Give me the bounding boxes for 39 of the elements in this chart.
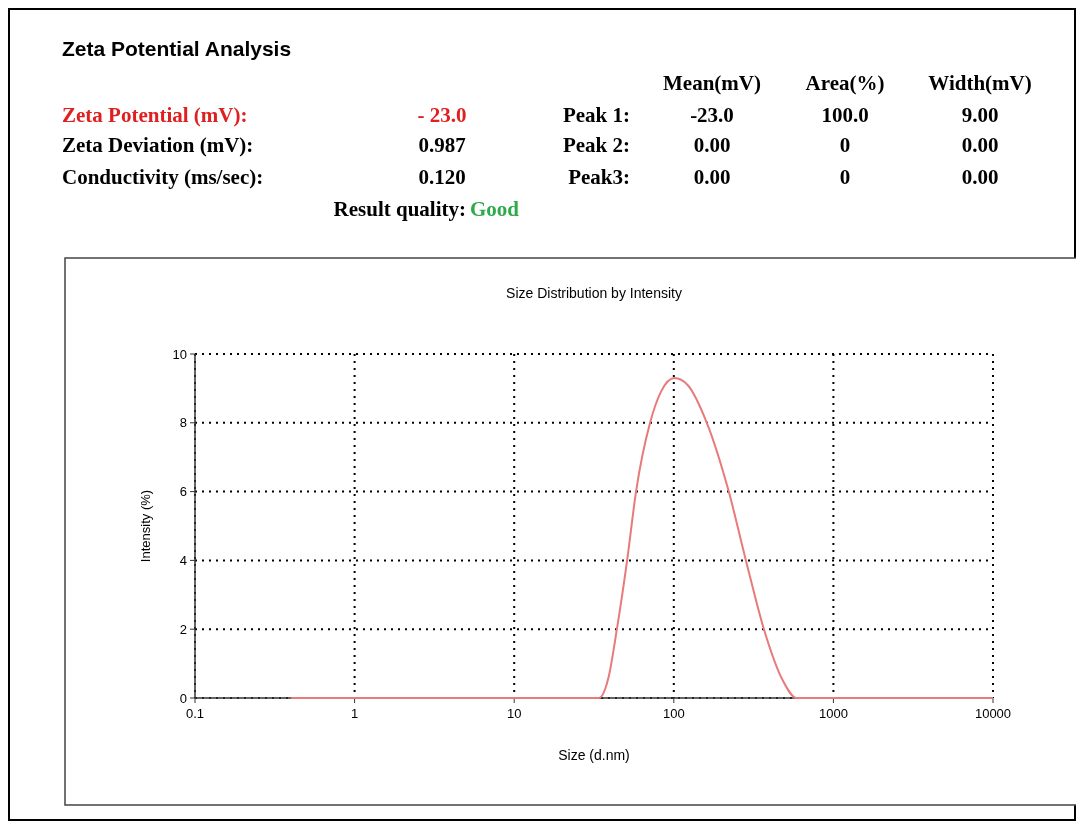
y-tick-label: 10: [172, 346, 187, 362]
text: Good: [470, 197, 520, 221]
text: Peak 2:: [562, 133, 630, 157]
x-tick-label: 10000: [974, 706, 1012, 721]
text: 0: [839, 133, 851, 157]
text: 0.00: [961, 165, 999, 189]
text: Zeta Deviation (mV):: [62, 133, 254, 157]
x-tick-label: 100: [662, 706, 685, 721]
text: Width(mV): [928, 71, 1032, 95]
x-tick-label: 1000: [818, 706, 848, 721]
text: 0.120: [418, 165, 466, 189]
text: 0: [839, 165, 851, 189]
y-tick-label: 8: [179, 415, 187, 431]
text: 9.00: [961, 103, 999, 127]
x-tick-label: 1: [350, 706, 359, 721]
text: 0.987: [418, 133, 466, 157]
y-tick-label: 2: [179, 621, 187, 637]
x-axis-title: Size (d.nm): [558, 747, 630, 763]
text: Area(%): [805, 71, 885, 95]
text: Zeta Potential Analysis: [62, 37, 292, 60]
x-tick-label: 10: [506, 706, 522, 721]
chart-title: Size Distribution by Intensity: [506, 285, 682, 301]
text: Mean(mV): [663, 71, 761, 95]
y-tick-label: 6: [179, 484, 187, 500]
y-tick-label: 4: [179, 552, 187, 568]
text: Peak3:: [568, 165, 630, 189]
y-axis-title: Intensity (%): [138, 489, 153, 563]
text: - 23.0: [417, 103, 467, 127]
y-tick-label: 0: [179, 690, 187, 706]
text: Zeta Potential (mV):: [62, 103, 248, 127]
text: 0.00: [961, 133, 999, 157]
text: Conductivity (ms/sec):: [62, 165, 264, 189]
text: Result quality:: [333, 197, 466, 221]
text: 100.0: [821, 103, 869, 127]
text: Peak 1:: [562, 103, 630, 127]
text: -23.0: [690, 103, 734, 127]
x-tick-label: 0.1: [185, 706, 205, 721]
text: 0.00: [693, 133, 731, 157]
text: 0.00: [693, 165, 731, 189]
